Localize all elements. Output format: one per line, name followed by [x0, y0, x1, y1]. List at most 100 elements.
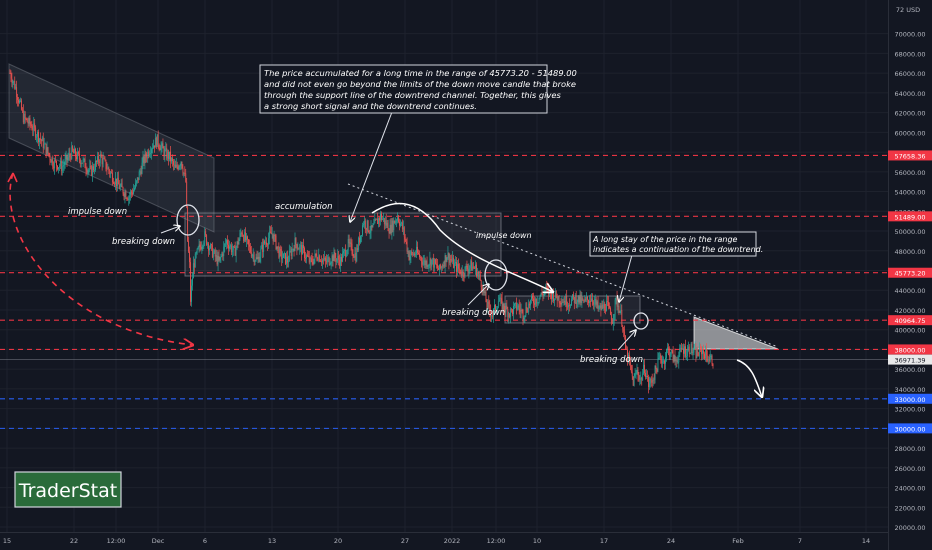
candle	[643, 359, 645, 375]
candle	[396, 218, 398, 228]
candle	[633, 373, 635, 387]
price-level-label: 45773.20	[894, 270, 925, 278]
candle	[208, 241, 209, 257]
candle	[426, 256, 428, 270]
candle	[183, 172, 185, 178]
candle	[325, 256, 326, 268]
candle	[263, 238, 265, 258]
candle	[212, 248, 214, 261]
candle	[541, 286, 543, 296]
traderstat-logo: TraderStat	[14, 471, 122, 508]
note-right: A long stay of the price in the range in…	[589, 231, 763, 257]
candle	[89, 159, 91, 173]
candle	[148, 148, 150, 159]
candle	[135, 180, 137, 187]
candle	[397, 212, 398, 224]
candle	[61, 160, 63, 176]
breakdown-marker-3	[633, 312, 649, 330]
candle	[653, 373, 655, 385]
candle	[697, 346, 699, 357]
candle	[681, 343, 683, 353]
price-level-tag	[888, 267, 932, 278]
candle	[16, 80, 18, 104]
candle	[60, 154, 62, 176]
candle	[350, 237, 352, 251]
candle	[648, 374, 649, 394]
candle	[676, 357, 678, 368]
candle	[247, 235, 248, 245]
candle	[490, 304, 492, 322]
candle	[15, 83, 17, 90]
candle	[514, 302, 515, 310]
candle	[380, 210, 381, 226]
candle	[278, 242, 280, 259]
candle	[132, 188, 133, 197]
candle	[393, 217, 395, 237]
candle	[415, 250, 417, 258]
candle	[617, 299, 619, 314]
candle	[259, 252, 261, 263]
candle	[443, 260, 445, 269]
candle	[361, 235, 362, 243]
candle	[32, 124, 34, 137]
candle	[701, 346, 702, 361]
candle	[109, 169, 111, 178]
candle	[666, 348, 667, 362]
candle	[71, 141, 73, 160]
label-impulse-down-2: impulse down	[476, 231, 532, 240]
candle	[504, 305, 506, 320]
price-level-label: 38000.00	[894, 346, 925, 354]
candle	[257, 251, 259, 264]
candle	[151, 147, 152, 160]
candle	[435, 258, 436, 265]
candle	[204, 227, 206, 247]
candle	[240, 228, 242, 238]
candle	[205, 228, 207, 237]
candle	[604, 301, 606, 313]
candle	[176, 161, 178, 170]
time-axis[interactable]: 15 22 12:00 Dec 6 13 20 27 2022 12:00 10 17 24 Feb 7 14	[3, 537, 870, 545]
candle	[526, 302, 528, 313]
candle	[462, 269, 464, 282]
candle	[639, 374, 641, 386]
candle	[444, 252, 446, 273]
y-tick-label: 34000.00	[894, 386, 925, 394]
candle	[360, 235, 361, 244]
y-tick-label: 48000.00	[894, 248, 925, 256]
candle	[705, 343, 707, 363]
candle	[592, 300, 594, 310]
candle	[190, 257, 191, 306]
candle	[677, 355, 679, 364]
candle	[58, 167, 59, 174]
x-tick-label: 14	[862, 537, 870, 545]
candle	[698, 352, 700, 357]
candle	[457, 259, 458, 276]
candle	[288, 244, 290, 262]
candle	[334, 249, 336, 262]
candle	[374, 213, 376, 224]
candle	[626, 345, 627, 350]
candle	[420, 256, 422, 268]
candle	[332, 254, 334, 267]
y-tick-label: 54000.00	[894, 189, 925, 197]
candle	[486, 299, 488, 313]
candle	[616, 290, 618, 311]
candle	[229, 240, 230, 252]
note-right-line-1: A long stay of the price in the range	[592, 235, 738, 244]
candle	[553, 288, 554, 304]
candle	[416, 240, 417, 258]
candle	[167, 149, 169, 162]
candle	[395, 217, 397, 226]
candle	[192, 272, 193, 291]
candle	[226, 238, 227, 250]
label-breaking-down-1: breaking down	[112, 237, 175, 247]
candle	[210, 242, 211, 250]
candle	[450, 255, 452, 267]
candle	[709, 350, 711, 363]
candle	[249, 243, 251, 254]
candle	[694, 341, 696, 350]
candle	[153, 139, 154, 149]
candle	[644, 358, 645, 377]
candle	[266, 237, 267, 248]
